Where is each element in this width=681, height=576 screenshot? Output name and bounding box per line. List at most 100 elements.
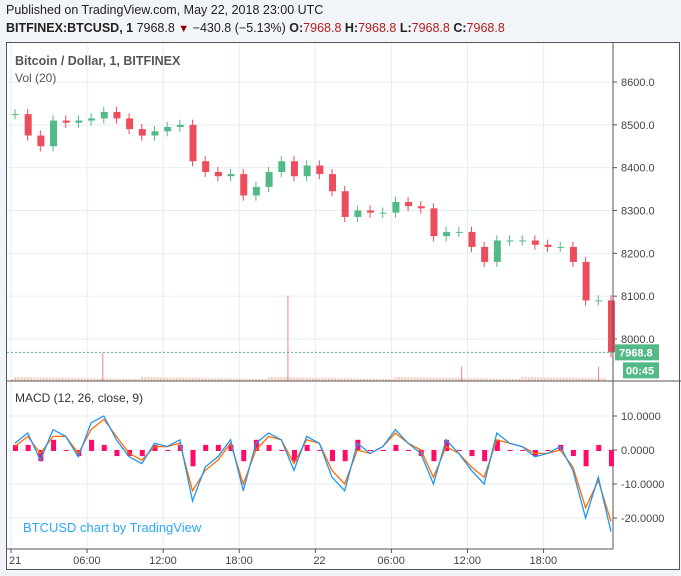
volume-bar	[318, 377, 321, 381]
volume-bar	[587, 378, 590, 381]
histogram-bar	[89, 439, 95, 451]
chart-panel[interactable]: 21 06:00 12:00 18:00 22 06:00 12:00 18:00 8600.0…	[6, 42, 681, 571]
candle	[519, 240, 527, 242]
volume-spike	[102, 352, 104, 381]
candle	[100, 111, 108, 119]
volume-bar	[163, 377, 166, 381]
volume-bar	[280, 377, 283, 381]
candle	[214, 171, 222, 177]
candle	[227, 174, 235, 177]
volume-bar	[26, 377, 29, 381]
volume-bar	[464, 378, 467, 381]
volume-bar	[496, 378, 499, 381]
volume-bar	[20, 377, 23, 381]
histogram-bar	[393, 444, 399, 451]
chart-canvas[interactable]: 21 06:00 12:00 18:00 22 06:00 12:00 18:00 8600.0…	[7, 43, 681, 571]
x-tick-label: 06:00	[377, 555, 405, 567]
volume-bar	[90, 378, 93, 381]
low-label: L:	[399, 21, 412, 35]
volume-bar	[270, 377, 273, 381]
volume-bar	[508, 378, 511, 381]
volume-bar	[562, 377, 565, 381]
volume-bar	[267, 377, 270, 381]
volume-bar	[337, 378, 340, 381]
volume-bar	[188, 377, 191, 381]
volume-bar	[530, 377, 533, 381]
candle	[468, 231, 476, 247]
x-tick-label: 18:00	[225, 555, 253, 567]
volume-bar	[112, 378, 115, 381]
volume-bar	[137, 379, 140, 381]
volume-bar	[457, 378, 460, 381]
volume-bar	[33, 377, 36, 381]
candle	[443, 231, 451, 237]
histogram-bar	[177, 444, 183, 451]
volume-bar	[480, 378, 483, 381]
volume-bar	[419, 377, 422, 381]
volume-bar	[71, 377, 74, 381]
symbol: BITFINEX:BTCUSD, 1	[6, 21, 134, 35]
volume-bar	[68, 377, 71, 381]
histogram-bar	[545, 450, 551, 451]
volume-bar	[39, 377, 42, 381]
volume-bar	[328, 378, 330, 381]
price-tick-label: 8000.0	[621, 334, 655, 346]
x-tick-label: 12:00	[149, 555, 177, 567]
volume-bar	[429, 377, 432, 381]
volume-bar	[556, 377, 559, 381]
signal-line	[14, 418, 612, 522]
candle	[113, 111, 121, 119]
change: −430.8 (−5.13%)	[192, 21, 286, 35]
volume-bar	[511, 378, 514, 381]
macd-tick-label: -10.0000	[621, 479, 664, 491]
volume-bar	[568, 377, 571, 381]
histogram-bar	[456, 450, 462, 451]
open-value: 7968.8	[303, 21, 342, 35]
volume-bar	[372, 378, 375, 381]
histogram-bar	[63, 450, 69, 451]
candle	[595, 300, 603, 302]
volume-bar	[362, 378, 365, 381]
close-value-label: C:	[453, 21, 467, 35]
volume-bar	[144, 377, 147, 381]
candle	[151, 131, 159, 136]
histogram-bar	[482, 450, 488, 462]
volume-bar	[448, 377, 451, 381]
price-tick-label: 8100.0	[621, 291, 655, 303]
volume-bar	[61, 377, 64, 381]
volume-bar	[549, 377, 552, 381]
histogram-bar	[570, 450, 576, 457]
histogram-bar	[406, 450, 412, 451]
close-value: 7968.8	[466, 21, 505, 35]
macd-legend: MACD (12, 26, close, 9)	[15, 391, 144, 405]
histogram-bar	[25, 444, 31, 451]
volume-bar	[261, 378, 264, 381]
candle	[430, 208, 438, 237]
volume-bar	[553, 377, 556, 381]
candle	[544, 244, 552, 247]
histogram-bar	[469, 450, 475, 457]
volume-bar	[220, 378, 223, 381]
volume-bar	[226, 378, 229, 381]
macd-line	[14, 415, 612, 532]
candle	[202, 161, 210, 172]
volume-bar	[223, 378, 226, 381]
candle	[569, 246, 577, 262]
volume-bar	[445, 377, 448, 381]
volume-bar	[296, 377, 299, 381]
volume-bar	[340, 378, 343, 381]
macd-tick-label: -20.0000	[621, 513, 664, 525]
volume-bar	[83, 378, 86, 381]
volume-bar	[302, 377, 305, 381]
volume-bar	[166, 377, 169, 381]
volume-bar	[334, 378, 337, 381]
volume-bar	[527, 377, 530, 381]
volume-bar	[489, 378, 492, 381]
volume-bar	[102, 378, 105, 381]
volume-bar	[175, 377, 178, 381]
price-tick-label: 8600.0	[621, 77, 655, 89]
volume-bar	[572, 377, 575, 381]
low-value: 7968.8	[411, 21, 450, 35]
histogram-bar	[139, 450, 145, 457]
volume-bar	[255, 378, 258, 381]
